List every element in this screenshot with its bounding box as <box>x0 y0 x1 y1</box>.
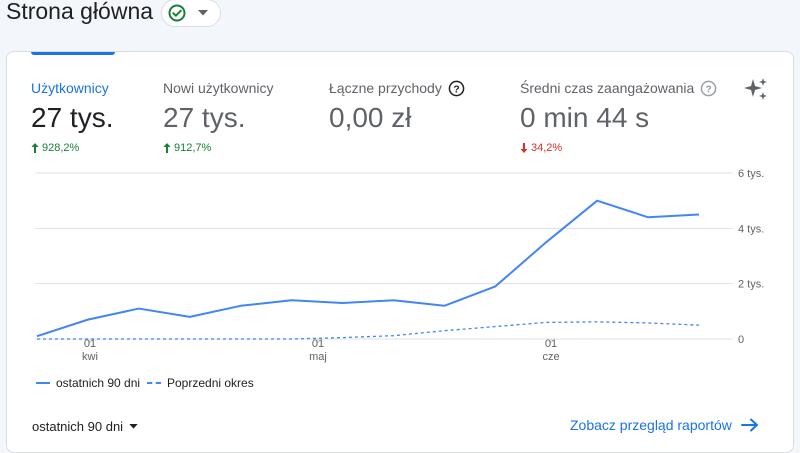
legend-swatch-solid <box>36 382 50 384</box>
series-line-previous <box>37 322 699 339</box>
overview-card: Użytkownicy 27 tys. 928,2% Nowi użytkown… <box>6 51 794 453</box>
date-range-dropdown[interactable]: ostatnich 90 dni <box>32 419 138 434</box>
page-title: Strona główna <box>6 0 153 25</box>
legend-item-current: ostatnich 90 dni <box>36 376 140 390</box>
x-tick-month: maj <box>309 351 327 363</box>
legend-label: ostatnich 90 dni <box>56 376 140 390</box>
property-status-dropdown[interactable] <box>161 0 221 27</box>
page-header: Strona główna <box>0 0 800 32</box>
series-line-current <box>37 201 699 337</box>
legend-label: Poprzedni okres <box>167 376 254 390</box>
check-circle-icon <box>167 3 187 23</box>
legend-item-previous: Poprzedni okres <box>147 376 254 390</box>
x-tick-month: kwi <box>82 351 98 363</box>
legend-swatch-dashed <box>147 382 161 384</box>
x-tick-day: 01 <box>312 338 324 350</box>
x-tick-month: cze <box>542 351 559 363</box>
view-reports-link[interactable]: Zobacz przegląd raportów <box>570 417 759 433</box>
view-reports-label: Zobacz przegląd raportów <box>570 417 732 433</box>
arrow-right-icon <box>741 418 759 432</box>
x-tick-day: 01 <box>84 338 96 350</box>
date-range-label: ostatnich 90 dni <box>32 419 123 434</box>
x-tick-day: 01 <box>545 338 557 350</box>
y-tick-label: 6 tys. <box>738 168 764 180</box>
y-tick-label: 4 tys. <box>738 223 764 235</box>
y-tick-label: 0 <box>738 334 744 346</box>
caret-down-icon <box>198 10 208 16</box>
y-tick-label: 2 tys. <box>738 279 764 291</box>
caret-down-icon <box>129 424 138 429</box>
